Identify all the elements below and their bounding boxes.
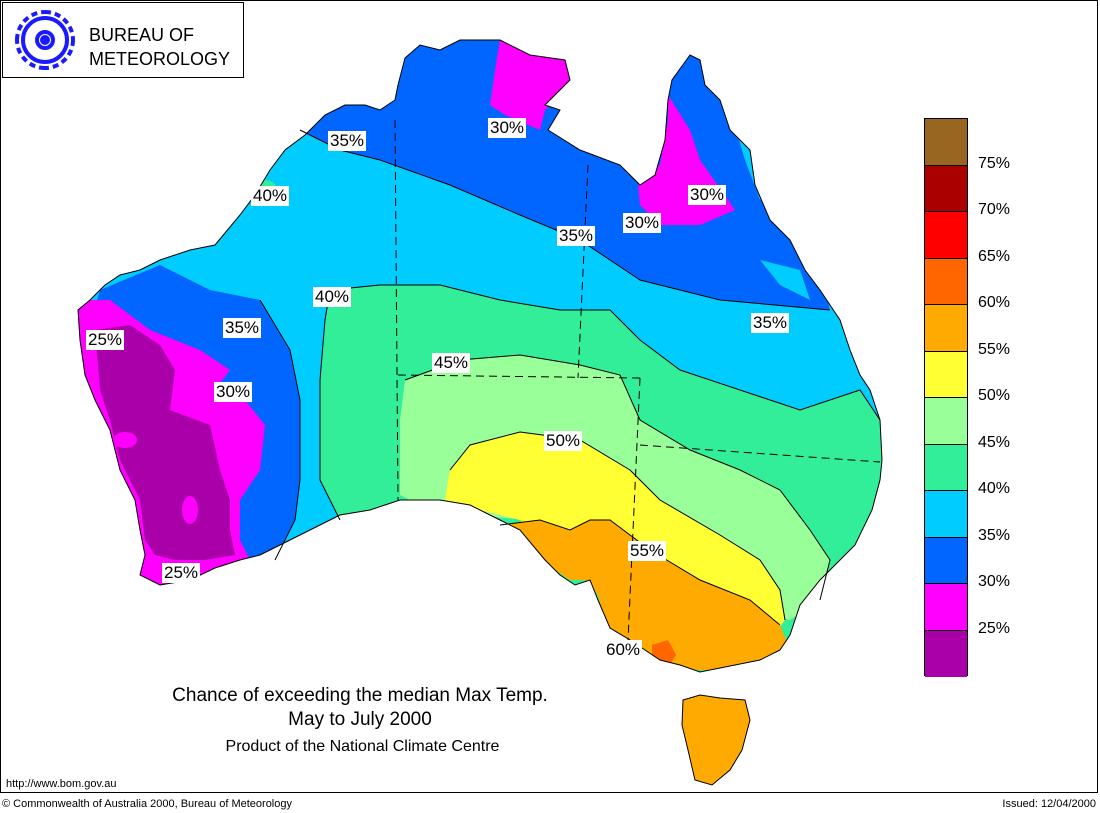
contour-label: 35% xyxy=(328,131,367,151)
map-subtitle: Product of the National Climate Centre xyxy=(225,738,500,755)
legend-swatch xyxy=(925,212,967,259)
contour-label: 45% xyxy=(432,353,471,373)
legend-swatch xyxy=(925,119,967,166)
contour-label: 30% xyxy=(623,213,662,233)
map-frame xyxy=(0,0,1098,793)
website-url[interactable]: http://www.bom.gov.au xyxy=(6,778,117,790)
legend-label: 35% xyxy=(978,526,1011,544)
legend-swatch xyxy=(925,584,967,631)
legend-label: 30% xyxy=(978,573,1011,590)
contour-label: 40% xyxy=(251,186,290,206)
title-line2: May to July 2000 xyxy=(288,709,432,730)
legend-label: 60% xyxy=(978,294,1011,311)
legend-swatch xyxy=(925,491,967,538)
legend-swatch xyxy=(925,630,967,677)
issued-date: Issued: 12/04/2000 xyxy=(1002,798,1096,810)
legend-swatch xyxy=(925,305,967,352)
legend-label: 40% xyxy=(978,480,1011,497)
contour-label: 50% xyxy=(544,431,583,451)
legend-label: 75% xyxy=(978,154,1011,172)
legend-swatch xyxy=(925,165,967,212)
legend-label: 70% xyxy=(978,201,1011,218)
bom-logo: BUREAU OF METEOROLOGY xyxy=(2,2,244,78)
title-line1: Chance of exceeding the median Max Temp. xyxy=(172,685,548,706)
legend-label: 65% xyxy=(978,247,1011,265)
bom-swirl-logo-icon xyxy=(15,10,75,70)
legend-swatch xyxy=(925,351,967,398)
legend-label: 55% xyxy=(978,340,1011,358)
contour-label: 55% xyxy=(628,541,667,561)
legend-label: 45% xyxy=(978,433,1011,451)
legend-label: 25% xyxy=(978,619,1011,637)
copyright-text: © Commonwealth of Australia 2000, Bureau… xyxy=(2,798,292,810)
legend-label: 50% xyxy=(978,387,1011,404)
contour-label: 25% xyxy=(162,563,201,583)
contour-label: 25% xyxy=(86,330,125,350)
map-title: Chance of exceeding the median Max Temp.… xyxy=(100,684,620,732)
contour-label: 35% xyxy=(557,226,596,246)
logo-line2: METEOROLOGY xyxy=(89,49,231,69)
contour-label: 30% xyxy=(214,382,253,402)
contour-label: 35% xyxy=(751,313,790,333)
logo-line1: BUREAU OF xyxy=(89,25,195,45)
color-legend xyxy=(924,118,968,677)
contour-label: 30% xyxy=(488,118,527,138)
contour-label: 60% xyxy=(604,640,643,660)
legend-swatch xyxy=(925,398,967,445)
contour-label: 35% xyxy=(223,318,262,338)
legend-swatch xyxy=(925,258,967,305)
legend-swatch xyxy=(925,537,967,584)
contour-label: 30% xyxy=(688,185,727,205)
contour-label: 40% xyxy=(313,287,352,307)
legend-swatch xyxy=(925,444,967,491)
